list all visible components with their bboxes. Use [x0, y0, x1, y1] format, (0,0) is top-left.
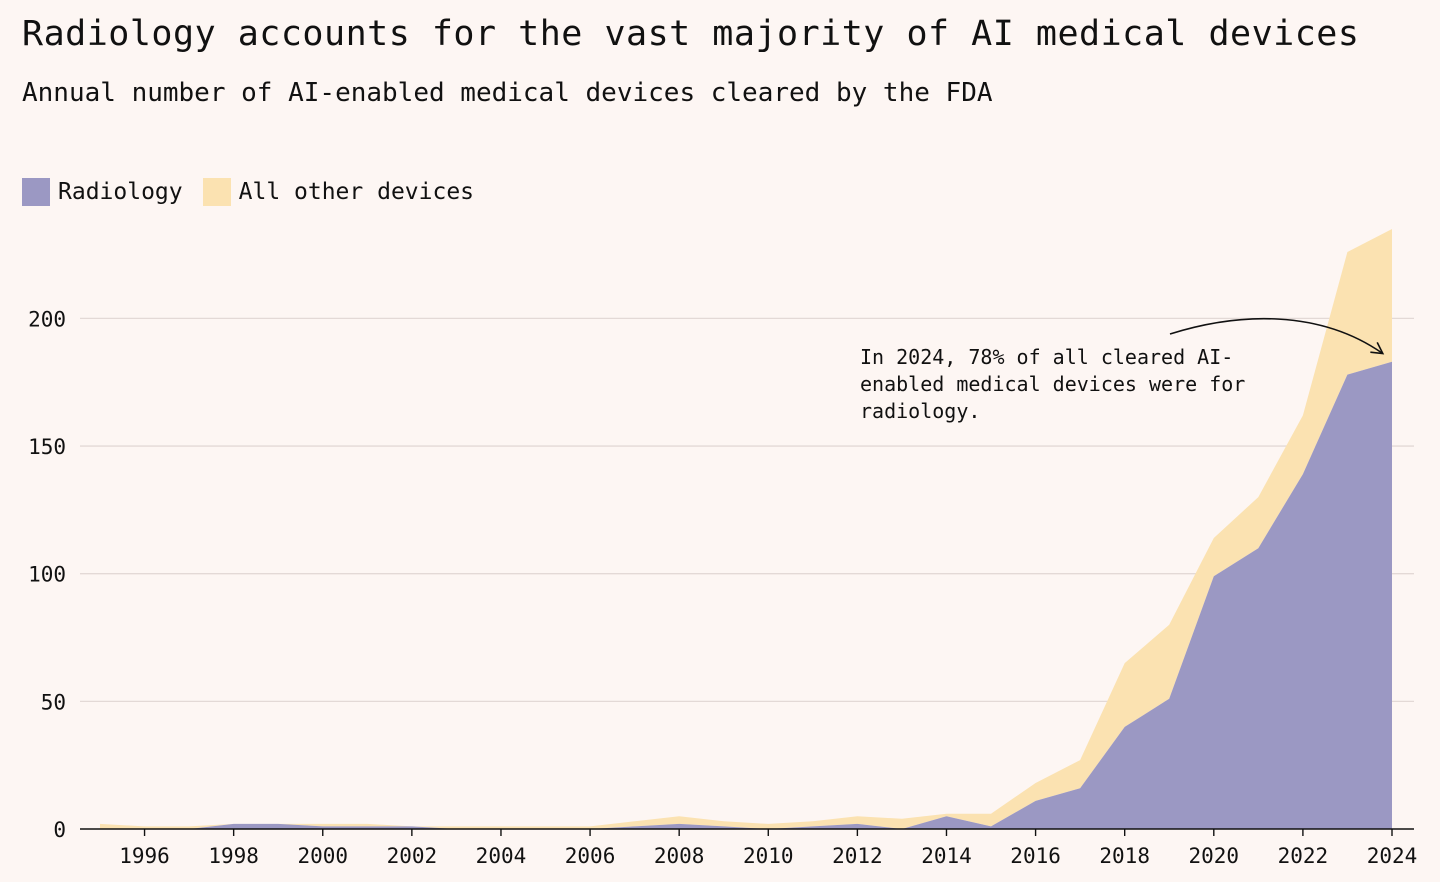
- annotation-line-1: In 2024, 78% of all cleared AI-: [860, 345, 1233, 369]
- x-tick-label-2002: 2002: [387, 844, 438, 868]
- y-tick-label-200: 200: [28, 307, 66, 331]
- areas: [100, 229, 1392, 829]
- x-tick-label-2018: 2018: [1099, 844, 1150, 868]
- x-tick-label-2020: 2020: [1189, 844, 1240, 868]
- x-tick-label-2010: 2010: [743, 844, 794, 868]
- legend-label-other: All other devices: [238, 179, 475, 205]
- annotation: In 2024, 78% of all cleared AI- enabled …: [860, 317, 1385, 423]
- chart-subtitle: Annual number of AI-enabled medical devi…: [22, 78, 993, 108]
- x-tick-label-2016: 2016: [1010, 844, 1061, 868]
- legend-item-radiology: Radiology: [22, 178, 183, 206]
- x-tick-label-2012: 2012: [832, 844, 883, 868]
- axes: 0 50 100 150 200 1996 1998 2000 2002 2004 2006 2008…: [28, 307, 1417, 868]
- x-tick-label-2008: 2008: [654, 844, 705, 868]
- y-tick-label-50: 50: [41, 690, 66, 714]
- x-tick-label-2024: 2024: [1367, 844, 1418, 868]
- x-tick-label-2006: 2006: [565, 844, 616, 868]
- annotation-line-2: enabled medical devices were for: [860, 372, 1245, 396]
- x-tick-label-1996: 1996: [119, 844, 170, 868]
- legend-label-radiology: Radiology: [58, 179, 183, 205]
- legend-swatch-other: [202, 178, 231, 206]
- x-tick-label-2000: 2000: [297, 844, 348, 868]
- annotation-arrow: [1169, 317, 1385, 355]
- legend-swatch-radiology: [22, 178, 50, 206]
- x-tick-label-2014: 2014: [921, 844, 972, 868]
- annotation-line-3: radiology.: [860, 399, 980, 423]
- legend-item-other: All other devices: [202, 178, 475, 206]
- area-radiology: [100, 361, 1392, 829]
- y-tick-label-100: 100: [28, 563, 66, 587]
- x-tick-label-1998: 1998: [208, 844, 259, 868]
- x-tick-label-2004: 2004: [476, 844, 527, 868]
- x-tick-label-2022: 2022: [1278, 844, 1329, 868]
- y-tick-label-0: 0: [53, 818, 66, 842]
- y-tick-label-150: 150: [28, 435, 66, 459]
- chart-title: Radiology accounts for the vast majority…: [22, 14, 1360, 54]
- legend: Radiology All other devices: [22, 178, 494, 206]
